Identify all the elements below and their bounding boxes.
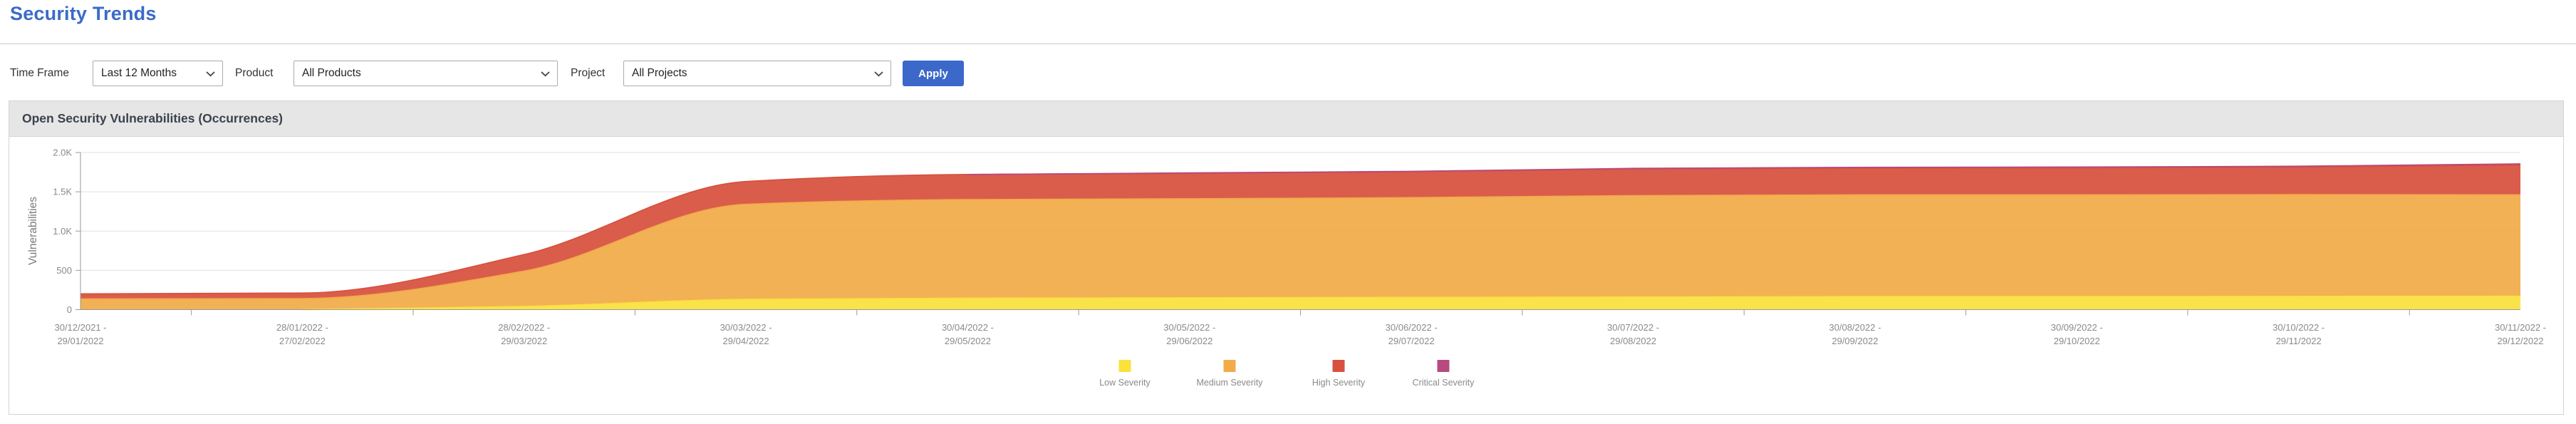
y-tick-label: 500: [56, 265, 72, 276]
area-edge-low-severity: [302, 295, 2521, 311]
y-tick-label: 0: [67, 304, 72, 315]
legend-label: High Severity: [1312, 378, 1366, 388]
legend-label: Low Severity: [1099, 378, 1151, 388]
chevron-down-icon: [206, 71, 215, 77]
area-edge-critical-severity: [967, 163, 2521, 175]
project-label: Project: [571, 67, 606, 79]
product-select[interactable]: All Products: [294, 61, 558, 86]
filter-bar: Time Frame Last 12 Months Product All Pr…: [0, 61, 2576, 86]
time-frame-label: Time Frame: [10, 67, 69, 79]
legend-item-medium-severity[interactable]: Medium Severity: [1196, 360, 1263, 388]
x-tick-label: 30/11/2022 -29/12/2022: [2495, 322, 2546, 346]
y-axis-title: Vulnerabilities: [27, 197, 39, 265]
x-tick-label: 30/07/2022 -29/08/2022: [1607, 322, 1659, 346]
legend-swatch: [1118, 360, 1131, 372]
time-frame-select[interactable]: Last 12 Months: [93, 61, 223, 86]
area-low-severity: [80, 296, 2520, 310]
legend-swatch: [1437, 360, 1450, 372]
x-tick-label: 30/12/2021 -29/01/2022: [54, 322, 106, 346]
chart-svg: 0 500 1.0K 1.5K 2.0K 30/12/2021 -29/01/2022 28…: [27, 148, 2546, 388]
apply-button[interactable]: Apply: [903, 61, 964, 86]
x-tick-label: 30/03/2022 -29/04/2022: [720, 322, 772, 346]
area-medium-severity: [80, 195, 2520, 310]
x-tick-label: 30/08/2022 -29/09/2022: [1829, 322, 1881, 346]
x-tick-label: 30/09/2022 -29/10/2022: [2051, 322, 2103, 346]
y-tick-label: 1.0K: [53, 226, 72, 237]
x-tick-label: 30/06/2022 -29/07/2022: [1386, 322, 1438, 346]
x-tick-label: 30/05/2022 -29/06/2022: [1163, 322, 1215, 346]
page-title: Security Trends: [10, 3, 157, 24]
y-tick-label: 1.5K: [53, 187, 72, 197]
time-frame-value: Last 12 Months: [101, 67, 177, 79]
chevron-down-icon: [874, 71, 883, 77]
x-tick-label: 30/10/2022 -29/11/2022: [2273, 322, 2325, 346]
project-select[interactable]: All Projects: [623, 61, 891, 86]
y-tick-label: 2.0K: [53, 148, 72, 158]
product-value: All Products: [302, 67, 361, 79]
area-high-severity: [80, 165, 2520, 299]
legend-label: Critical Severity: [1413, 378, 1475, 388]
legend-label: Medium Severity: [1196, 378, 1263, 388]
legend-swatch: [1223, 360, 1236, 372]
product-label: Product: [235, 67, 274, 79]
x-tick-label: 30/04/2022 -29/05/2022: [942, 322, 994, 346]
panel-title: Open Security Vulnerabilities (Occurrenc…: [9, 101, 2563, 137]
area-edge-medium-severity: [80, 194, 2521, 300]
legend-item-low-severity[interactable]: Low Severity: [1099, 360, 1151, 388]
legend-swatch: [1332, 360, 1345, 372]
legend-item-critical-severity[interactable]: Critical Severity: [1413, 360, 1475, 388]
vulnerabilities-chart: 0 500 1.0K 1.5K 2.0K 30/12/2021 -29/01/2022 28…: [9, 137, 2563, 414]
chevron-down-icon: [541, 71, 550, 77]
legend-item-high-severity[interactable]: High Severity: [1312, 360, 1366, 388]
title-divider: [0, 43, 2576, 44]
x-tick-label: 28/01/2022 -27/02/2022: [276, 322, 328, 346]
vulnerabilities-panel: Open Security Vulnerabilities (Occurrenc…: [9, 100, 2564, 415]
project-value: All Projects: [632, 67, 687, 79]
x-tick-label: 28/02/2022 -29/03/2022: [498, 322, 550, 346]
